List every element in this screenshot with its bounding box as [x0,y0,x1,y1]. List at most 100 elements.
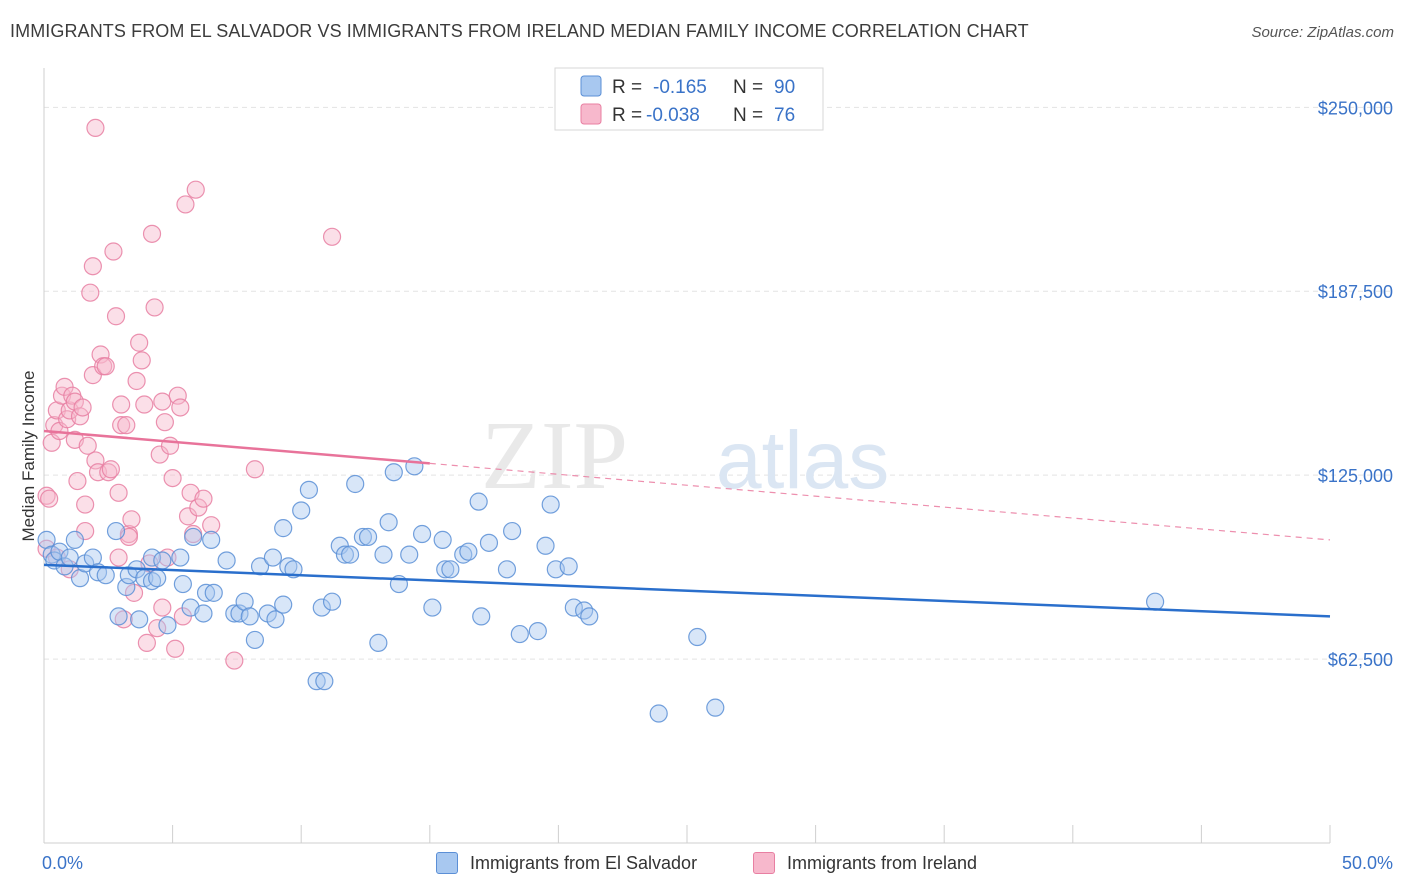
el-salvador-point-45 [274,519,293,538]
el-salvador-point-49 [315,672,334,691]
el-salvador-points [37,457,1165,723]
x-tick-label-1: 50.0% [1342,853,1393,873]
ireland-point-35 [117,416,136,435]
el-salvador-point-5 [60,548,79,567]
ireland-point-47 [148,619,167,638]
legend-bottom-swatch-el-salvador [436,852,458,874]
legend-r-value-1: -0.038 [646,105,700,126]
legend-n-value-1: 76 [774,105,795,126]
ireland-point-27 [99,463,118,482]
ireland-point-24 [91,345,110,364]
el-salvador-point-36 [240,607,259,626]
el-salvador-point-17 [130,610,149,629]
el-salvador-point-34 [230,604,249,623]
el-salvador-point-46 [292,501,311,520]
ireland-point-70 [109,548,128,567]
y-tick-label-2: $187,500 [1318,282,1393,302]
ireland-point-17 [76,495,95,514]
el-salvador-point-80 [541,495,560,514]
ireland-point-1 [37,486,56,505]
ireland-point-30 [106,307,126,326]
y-tick-label-3: $250,000 [1318,98,1393,118]
legend-swatch-el-salvador [580,75,602,97]
ireland-point-18 [78,436,97,455]
el-salvador-point-23 [158,616,177,635]
ireland-point-51 [158,548,177,567]
el-salvador-point-14 [117,577,136,597]
el-salvador-point-37 [245,630,265,650]
ireland-point-65 [225,651,244,670]
el-salvador-point-27 [184,527,203,547]
ireland-point-63 [189,498,208,517]
y-tick-labels: $62,500 $125,000 $187,500 $250,000 [1318,98,1393,670]
ireland-point-40 [130,333,149,352]
el-salvador-point-73 [472,607,491,626]
ireland-point-62 [186,180,205,199]
el-salvador-point-28 [194,604,213,623]
axes [43,68,1331,844]
ireland-point-14 [68,471,87,491]
y-tick-label-0: $62,500 [1328,650,1393,670]
legend-r-label-0: R = [612,77,642,98]
el-salvador-point-58 [369,633,388,652]
legend-bottom-swatch-ireland [753,852,775,874]
ireland-point-41 [132,351,151,370]
el-salvador-point-84 [575,601,594,620]
el-salvador-point-71 [459,542,478,561]
ireland-point-16 [73,398,92,417]
watermark-zip: ZIP [481,402,628,510]
el-salvador-point-19 [142,571,162,591]
el-salvador-point-47 [299,480,319,499]
el-salvador-point-22 [153,551,172,570]
el-salvador-point-12 [106,521,126,541]
ireland-point-29 [104,242,123,261]
ireland-point-31 [109,483,128,502]
x-tick-label-0: 0.0% [42,853,83,873]
legend-item-el-salvador: Immigrants from El Salvador [436,852,697,874]
ireland-point-42 [135,395,154,414]
el-salvador-point-50 [312,598,331,617]
el-salvador-point-87 [688,627,707,647]
legend-bottom: Immigrants from El Salvador Immigrants f… [0,848,1406,880]
ireland-point-66 [245,460,265,479]
x-tick-labels: 0.0% 50.0% [42,853,1393,873]
ireland-point-19 [81,283,100,302]
el-salvador-point-41 [266,610,285,629]
el-salvador-point-79 [536,536,555,555]
el-salvador-point-6 [65,530,84,549]
el-salvador-point-42 [274,595,293,614]
ireland-point-58 [176,195,195,214]
watermark: ZIP atlas [481,402,889,510]
legend-bottom-label-ireland: Immigrants from Ireland [787,852,978,873]
legend-n-label-0: N = [733,77,763,98]
ireland-point-37 [122,510,141,529]
el-salvador-point-38 [250,557,270,576]
ireland-trend-extension [429,462,1331,541]
el-salvador-point-61 [384,463,403,482]
y-tick-label-1: $125,000 [1318,466,1393,486]
el-salvador-point-24 [171,548,190,567]
ireland-point-22 [86,451,105,470]
ireland-point-55 [168,386,187,405]
ireland-point-68 [86,118,105,138]
ireland-trend-line [43,429,430,465]
el-salvador-point-70 [454,545,473,564]
ireland-point-52 [160,436,180,455]
y-axis-label: Median Family Income [19,370,38,541]
trend-lines [43,429,1331,618]
el-salvador-point-63 [400,545,419,564]
el-salvador-point-78 [528,622,547,641]
el-salvador-point-25 [173,574,192,594]
el-salvador-point-74 [479,533,499,552]
el-salvador-point-69 [441,560,460,579]
el-salvador-point-83 [564,598,583,617]
el-salvador-point-54 [340,545,360,564]
el-salvador-point-48 [307,672,326,691]
el-salvador-point-67 [433,530,452,549]
ireland-point-32 [112,395,131,414]
el-salvador-point-51 [322,592,342,611]
el-salvador-point-82 [559,557,578,576]
ireland-point-33 [112,416,131,435]
ireland-points [37,118,342,670]
